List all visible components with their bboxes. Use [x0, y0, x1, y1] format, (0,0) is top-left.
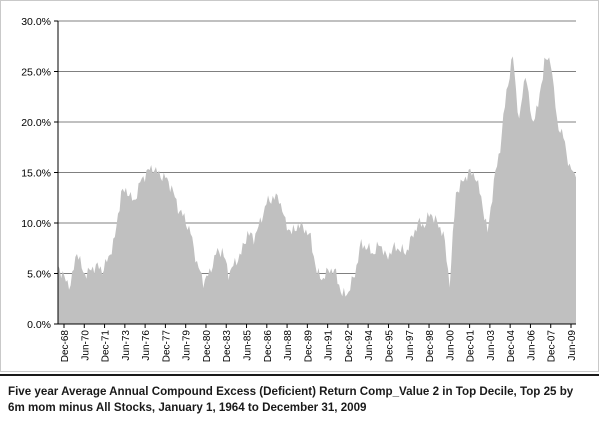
caption-area: Five year Average Annual Compound Excess…	[0, 374, 599, 437]
y-tick-label: 20.0%	[21, 117, 51, 129]
x-tick-label: Dec-89	[303, 330, 314, 363]
x-tick-label: Dec-95	[384, 330, 395, 363]
y-tick-label: 0.0%	[27, 319, 51, 331]
y-tick-label: 15.0%	[21, 168, 51, 180]
y-tick-label: 25.0%	[21, 67, 51, 79]
x-tick-label: Jun-97	[405, 330, 416, 361]
area-chart: 0.0% 5.0% 10.0% 15.0% 20.0% 25.0% 30.0% Dec-68…	[21, 16, 578, 363]
x-tick-label: Jun-70	[80, 330, 91, 361]
x-tick-label: Jun-76	[141, 330, 152, 361]
x-tick-label: Jun-09	[567, 330, 578, 361]
y-tick-label: 10.0%	[21, 218, 51, 230]
x-tick-label: Jun-88	[283, 330, 294, 361]
x-tick-label: Dec-71	[101, 330, 112, 363]
chart-caption: Five year Average Annual Compound Excess…	[8, 385, 574, 414]
x-tick-label: Jun-79	[182, 330, 193, 361]
x-tick-label: Dec-07	[547, 330, 558, 363]
x-tick-label: Jun-85	[243, 330, 254, 361]
chart-area[interactable]: 0.0% 5.0% 10.0% 15.0% 20.0% 25.0% 30.0% Dec-68…	[0, 0, 599, 372]
series-area	[58, 56, 576, 324]
y-tick-label: 30.0%	[21, 16, 51, 28]
x-tick-label: Dec-92	[344, 330, 355, 363]
x-tick-label: Dec-86	[263, 330, 274, 363]
x-tick-label: Dec-77	[161, 330, 172, 363]
x-tick-label: Jun-06	[526, 330, 537, 361]
x-axis-tick-labels: Dec-68 Jun-70 Dec-71 Jun-73 Jun-76 Dec-77 Jun-…	[60, 330, 578, 363]
y-tick-label: 5.0%	[27, 269, 51, 281]
axes	[54, 20, 576, 328]
x-tick-label: Jun-00	[445, 330, 456, 361]
series-area-layer	[58, 56, 576, 324]
x-tick-label: Dec-68	[60, 330, 71, 363]
x-tick-label: Jun-73	[121, 330, 132, 361]
y-axis-tick-labels: 0.0% 5.0% 10.0% 15.0% 20.0% 25.0% 30.0%	[21, 16, 51, 331]
x-tick-label: Dec-83	[222, 330, 233, 363]
x-tick-label: Dec-98	[425, 330, 436, 363]
x-tick-label: Jun-03	[486, 330, 497, 361]
x-tick-label: Jun-94	[364, 330, 375, 361]
x-tick-label: Dec-01	[466, 330, 477, 363]
x-tick-label: Dec-80	[202, 330, 213, 363]
x-tick-label: Jun-91	[324, 330, 335, 361]
x-tick-label: Dec-04	[506, 330, 517, 363]
